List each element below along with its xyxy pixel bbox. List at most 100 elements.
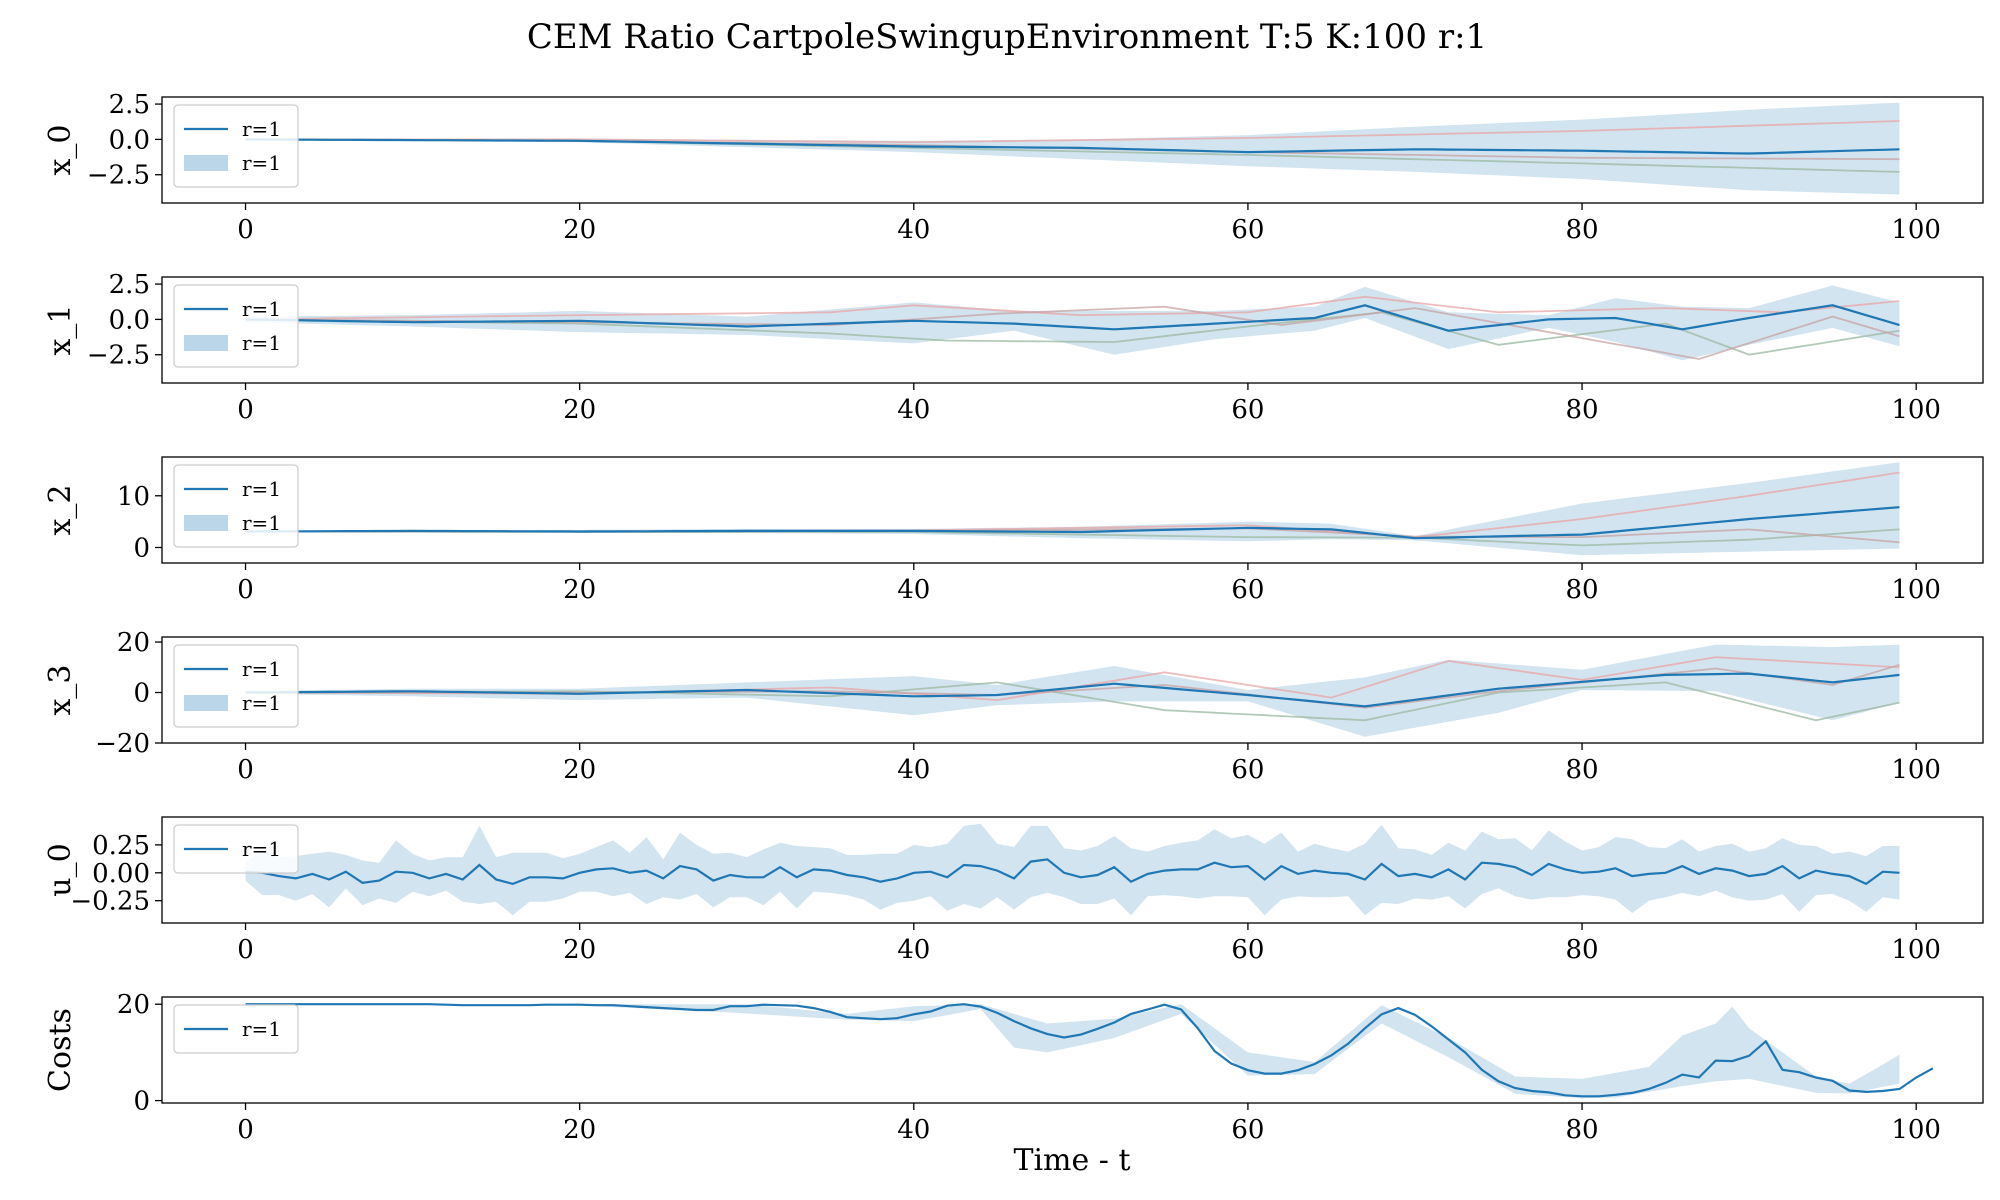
axes-frame <box>161 636 1984 744</box>
chart-title: CEM Ratio CartpoleSwingupEnvironment T:5… <box>527 17 1487 57</box>
x-tick-label: 40 <box>897 395 930 425</box>
x-tick-label: 100 <box>1891 215 1941 245</box>
legend-box <box>173 464 299 548</box>
series-line <box>245 858 1900 886</box>
x-tick-label: 100 <box>1891 935 1941 965</box>
legend-label: r=1 <box>242 477 281 501</box>
y-tick-label: 20 <box>117 628 150 658</box>
x-tick-label: 20 <box>563 215 596 245</box>
y-tick-label: −0.25 <box>70 887 150 917</box>
series-line <box>245 672 1900 708</box>
subplot-panels: 0 20 40 60 80 100−2.50.02.5x_0 r=1r=10 20 40 60 80… <box>43 90 1984 1145</box>
x-tick-label: 20 <box>563 1115 596 1145</box>
x-tick-label: 0 <box>237 1115 254 1145</box>
series-line <box>245 304 1900 332</box>
series-line <box>245 1003 1934 1098</box>
axes-frame <box>161 996 1984 1104</box>
legend-label: r=1 <box>242 837 281 861</box>
legend-box <box>173 284 299 368</box>
y-tick-label: 0.25 <box>92 831 150 861</box>
y-tick-label: 0.0 <box>109 305 150 335</box>
x-tick-label: 60 <box>1231 755 1264 785</box>
y-tick-label: −2.5 <box>87 161 150 191</box>
plot-area <box>245 644 1900 737</box>
x-tick-label: 0 <box>237 395 254 425</box>
sample-trajectory-line <box>245 311 1900 356</box>
legend-label: r=1 <box>242 297 281 321</box>
x-tick-label: 60 <box>1231 1115 1264 1145</box>
plot-area <box>245 102 1900 195</box>
plot-area <box>245 1003 1934 1099</box>
x-tick-label: 60 <box>1231 575 1264 605</box>
legend-label: r=1 <box>242 117 281 141</box>
legend-label: r=1 <box>242 511 281 535</box>
y-tick-label: 2.5 <box>109 90 150 120</box>
y-axis-label: u_0 <box>43 843 78 896</box>
legend-label: r=1 <box>242 657 281 681</box>
legend-band-swatch <box>184 155 228 171</box>
legend-band-swatch <box>184 695 228 711</box>
legend-label: r=1 <box>242 691 281 715</box>
y-axis-label: x_0 <box>43 124 78 175</box>
plot-area <box>245 285 1900 361</box>
legend-band-swatch <box>184 335 228 351</box>
y-tick-label: 20 <box>117 990 150 1020</box>
x-tick-label: 60 <box>1231 935 1264 965</box>
x-tick-label: 100 <box>1891 575 1941 605</box>
series-line <box>245 138 1900 155</box>
legend: r=1r=1 <box>173 104 299 188</box>
x-tick-label: 20 <box>563 755 596 785</box>
axes-frame <box>161 456 1984 564</box>
y-axis-label: x_3 <box>43 664 78 715</box>
x-tick-label: 40 <box>897 575 930 605</box>
x-tick-label: 0 <box>237 935 254 965</box>
sample-trajectory-line <box>245 295 1900 321</box>
legend-label: r=1 <box>242 1017 281 1041</box>
legend-box <box>173 1004 299 1054</box>
x-tick-label: 40 <box>897 1115 930 1145</box>
legend-label: r=1 <box>242 331 281 355</box>
confidence-band <box>245 1004 1900 1099</box>
axes-frame <box>161 96 1984 204</box>
subplot-2: 0 20 40 60 80 100−2.50.02.5x_1 r=1r=1 <box>43 270 1984 425</box>
legend-band-swatch <box>184 515 228 531</box>
y-tick-label: 2.5 <box>109 270 150 300</box>
legend: r=1r=1 <box>173 464 299 548</box>
y-tick-label: −20 <box>95 729 150 759</box>
sample-trajectory-line <box>245 120 1900 144</box>
confidence-band <box>245 285 1900 361</box>
series-line <box>245 506 1900 540</box>
legend-box <box>173 824 299 874</box>
legend: r=1r=1 <box>173 284 299 368</box>
axes-frame <box>161 276 1984 384</box>
legend-box <box>173 644 299 728</box>
x-tick-label: 20 <box>563 575 596 605</box>
x-tick-label: 60 <box>1231 395 1264 425</box>
legend: r=1 <box>173 824 299 874</box>
subplot-5: 0 20 40 60 80 100 −0.250.000.25 u_0 r=1 <box>43 816 1984 965</box>
x-tick-label: 80 <box>1565 215 1598 245</box>
x-tick-label: 20 <box>563 935 596 965</box>
legend: r=1r=1 <box>173 644 299 728</box>
y-axis-label: x_2 <box>43 484 78 535</box>
confidence-band <box>245 823 1900 916</box>
axes-frame <box>161 816 1984 924</box>
y-tick-label: −2.5 <box>87 341 150 371</box>
x-tick-label: 80 <box>1565 575 1598 605</box>
subplot-1: 0 20 40 60 80 100−2.50.02.5x_0 r=1r=1 <box>43 90 1984 245</box>
x-tick-label: 80 <box>1565 1115 1598 1145</box>
y-axis-label: x_1 <box>43 304 78 355</box>
legend: r=1 <box>173 1004 299 1054</box>
x-tick-label: 60 <box>1231 215 1264 245</box>
plot-area <box>245 823 1900 916</box>
x-tick-label: 80 <box>1565 395 1598 425</box>
x-tick-label: 0 <box>237 755 254 785</box>
plot-area <box>245 462 1900 556</box>
x-tick-label: 20 <box>563 395 596 425</box>
y-tick-label: 0.00 <box>92 859 150 889</box>
y-tick-label: 0 <box>133 1087 150 1117</box>
x-tick-label: 80 <box>1565 935 1598 965</box>
